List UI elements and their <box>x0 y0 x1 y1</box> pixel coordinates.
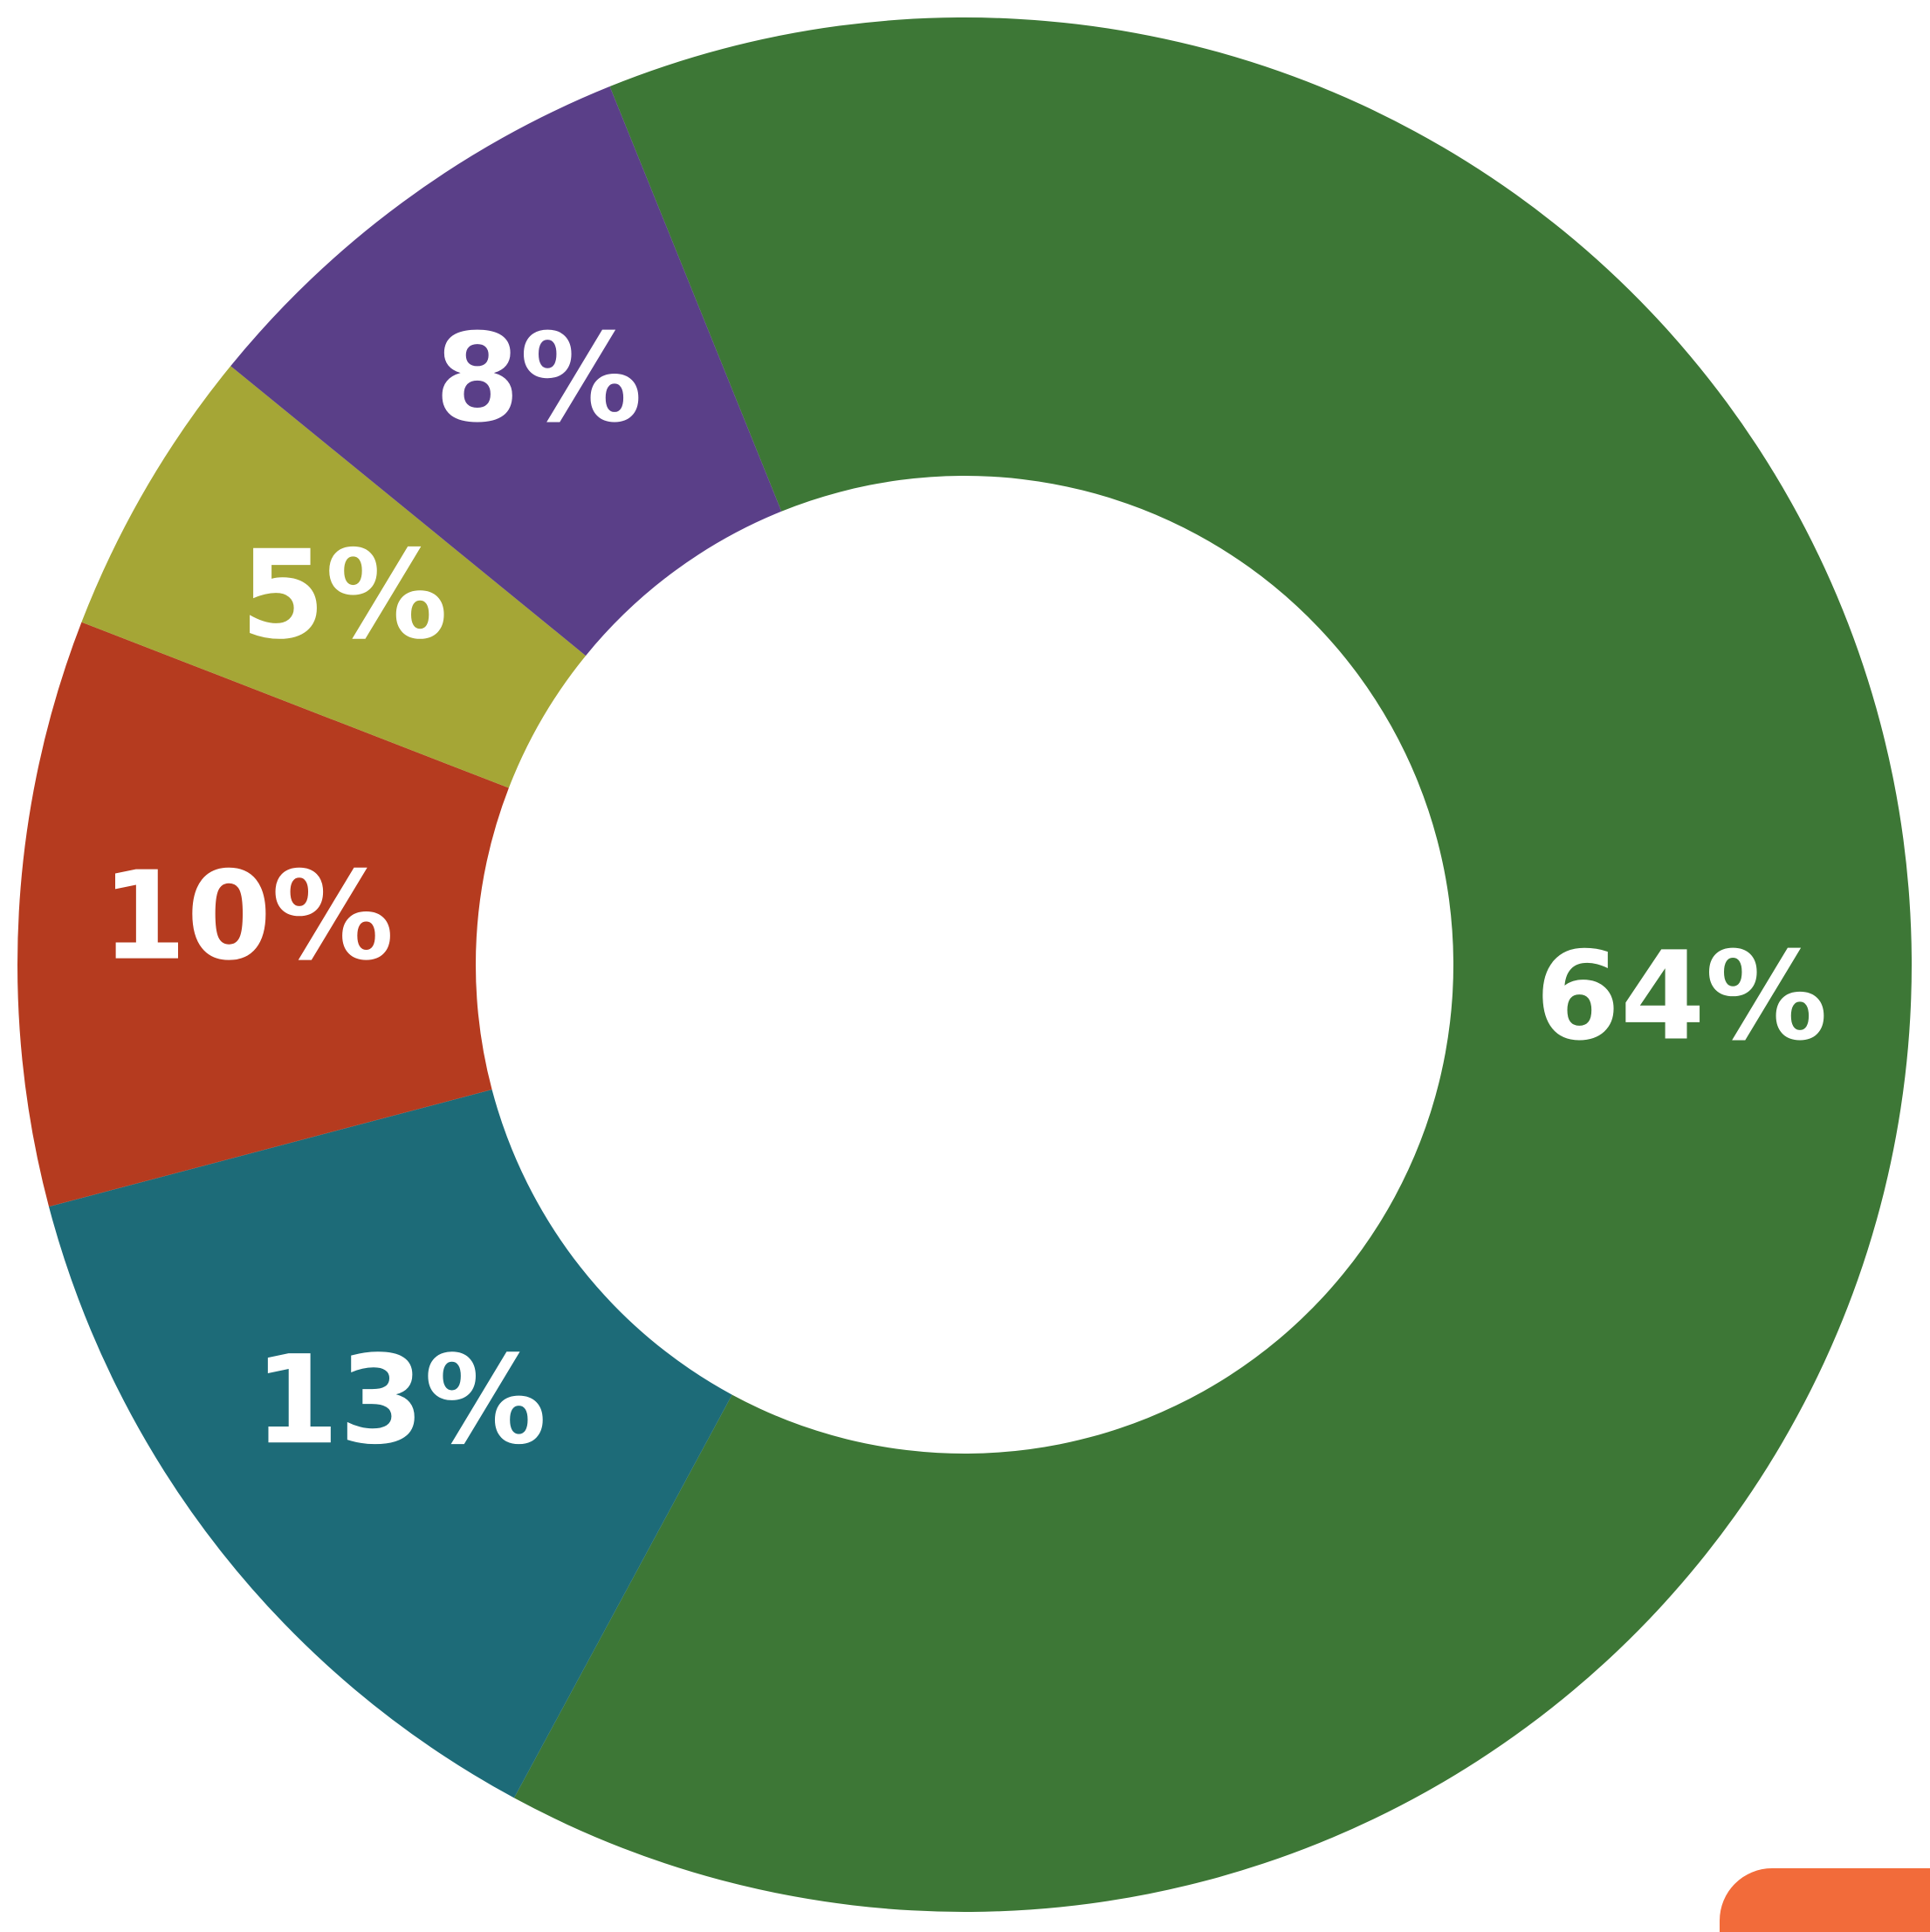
donut-slice <box>17 622 509 1207</box>
donut-slice <box>230 86 782 657</box>
value-label: 64% <box>1535 925 1828 1068</box>
value-label: 10% <box>101 846 394 988</box>
value-label: 8% <box>435 308 642 450</box>
labels: 64% 13% 10% 5% 8% <box>101 308 1828 1473</box>
value-label: 5% <box>240 525 448 667</box>
donut-slice <box>48 1090 732 1798</box>
donut-slice <box>513 17 1912 1912</box>
value-label: 13% <box>254 1330 546 1472</box>
donut-slice <box>81 366 587 788</box>
slices <box>17 17 1912 1912</box>
corner-badge <box>1720 1868 1930 1932</box>
